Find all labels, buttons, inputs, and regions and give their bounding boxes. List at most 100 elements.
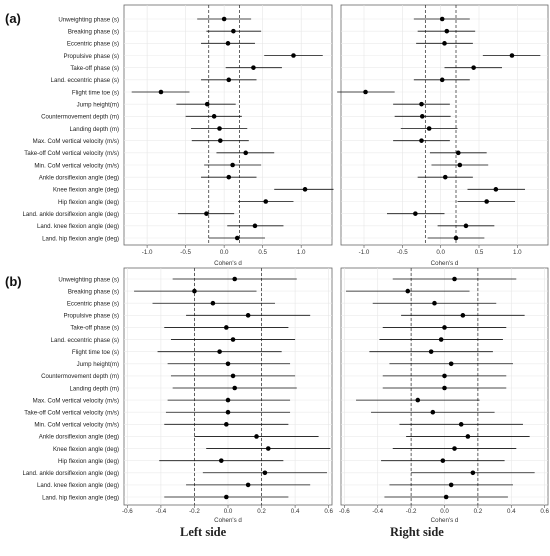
effect-point [265, 446, 271, 451]
effect-point [442, 385, 447, 391]
effect-point [439, 77, 445, 83]
effect-point [302, 187, 308, 192]
x-tick-label: 0.5 [258, 249, 267, 256]
category-label: Countermovement depth (m) [41, 373, 119, 380]
effect-point [363, 89, 368, 95]
effect-point [452, 276, 457, 282]
effect-point [225, 397, 231, 403]
effect-point [243, 150, 249, 156]
category-label: Jump height(m) [77, 361, 119, 368]
effect-point [448, 482, 454, 488]
effect-point [452, 446, 457, 451]
effect-point [465, 434, 471, 439]
category-label: Min. CoM vertical velocity (m/s) [34, 422, 119, 429]
x-tick-label: -0.5 [180, 249, 191, 256]
effect-point [442, 373, 447, 379]
x-tick-label: -0.4 [372, 508, 383, 515]
effect-point [158, 89, 164, 95]
category-label: Unweighting phase (s) [58, 16, 119, 23]
x-tick-label: -0.4 [156, 508, 167, 515]
category-label: Land. hip flexion angle (deg) [42, 494, 119, 501]
facet-left: -1.0 -0.5 0.0 0.5 1.0 Cohen's d [123, 4, 334, 267]
facet-frame [340, 4, 549, 246]
category-label: Unweighting phase (s) [58, 276, 119, 283]
effect-point [234, 235, 240, 241]
effect-point [440, 458, 446, 463]
effect-point [231, 28, 236, 34]
category-label: Min. CoM vertical velocity (m/s) [34, 162, 119, 169]
category-label: Take-off CoM vertical velocity (m/s) [24, 410, 119, 417]
effect-point [232, 385, 238, 391]
x-tick-label: 0.2 [474, 508, 483, 515]
panel-label: (a) [5, 11, 21, 26]
effect-point [291, 53, 296, 58]
x-axis-label: Cohen's d [214, 260, 242, 267]
category-label: Flight time toe (s) [72, 349, 119, 356]
effect-point [263, 199, 269, 204]
effect-point [221, 16, 227, 22]
category-label: Flight time toe (s) [72, 89, 119, 96]
x-tick-label: -1.0 [359, 249, 370, 256]
category-label: Take-off CoM vertical velocity (m/s) [24, 150, 119, 157]
x-tick-label: -0.5 [397, 249, 408, 256]
effect-point [230, 162, 235, 168]
x-tick-label: 1.0 [297, 249, 306, 256]
effect-point [225, 361, 231, 367]
panel-label: (b) [5, 274, 22, 289]
panel-a: (a) Unweighting phase (s) Breaking phase (… [5, 4, 549, 267]
category-label: Land. ankle dorsiflexion angle (deg) [22, 211, 119, 218]
effect-point [419, 101, 424, 107]
x-tick-label: 0.0 [224, 508, 233, 515]
effect-point [230, 337, 236, 342]
effect-point [210, 300, 216, 306]
effect-point [442, 41, 447, 46]
category-label: Landing depth (m) [70, 126, 119, 133]
effect-point [471, 65, 476, 70]
category-label: Ankle dorsiflexion angle (deg) [39, 434, 119, 441]
effect-point [224, 325, 229, 330]
effect-point [448, 361, 454, 367]
effect-point [262, 470, 268, 476]
category-label: Ankle dorsiflexion angle (deg) [39, 174, 119, 181]
right-side-label: Right side [390, 525, 444, 539]
category-label: Take-off phase (s) [70, 325, 119, 332]
category-label: Land. knee flexion angle (deg) [37, 482, 119, 489]
x-tick-label: -0.6 [122, 508, 133, 515]
x-tick-label: 0.6 [324, 508, 333, 515]
effect-point [426, 126, 432, 131]
effect-point [457, 162, 463, 168]
x-tick-label: 1.0 [513, 249, 522, 256]
x-axis-label: Cohen's d [431, 517, 459, 524]
effect-point [442, 325, 447, 330]
effect-point [217, 126, 222, 131]
category-label: Knee flexion angle (deg) [53, 446, 119, 453]
effect-point [430, 409, 436, 415]
panel-b: (b) Unweighting phase (s) Breaking phase (… [5, 267, 550, 524]
category-label: Hip flexion angle (deg) [58, 199, 119, 206]
category-label: Propulsive phase (s) [63, 53, 119, 60]
effect-point [232, 276, 238, 282]
category-label: Max. CoM vertical velocity (m/s) [33, 138, 119, 145]
effect-point [470, 470, 476, 476]
effect-point [226, 174, 232, 180]
category-label: Breaking phase (s) [68, 28, 119, 35]
x-tick-label: -0.2 [189, 508, 200, 515]
effect-point [204, 101, 210, 107]
category-label: Land. ankle dorsiflexion angle (deg) [22, 470, 119, 477]
effect-point [493, 187, 499, 192]
effect-point [226, 77, 232, 83]
facet-right: -0.6 -0.4 -0.2 0.0 0.2 0.4 0.6 Cohen's d [339, 267, 550, 524]
x-tick-label: 0.6 [540, 508, 549, 515]
effect-point [439, 16, 445, 22]
category-label: Max. CoM vertical velocity (m/s) [33, 397, 119, 404]
effect-point [453, 235, 459, 241]
category-label: Jump height(m) [77, 101, 119, 108]
category-label: Land. hip flexion angle (deg) [42, 235, 119, 242]
x-tick-label: 0.4 [291, 508, 300, 515]
x-tick-label: 0.0 [440, 508, 449, 515]
category-label: Eccentric phase (s) [67, 301, 119, 308]
effect-point [217, 349, 222, 354]
x-tick-label: 0.5 [475, 249, 484, 256]
effect-point [245, 313, 251, 318]
